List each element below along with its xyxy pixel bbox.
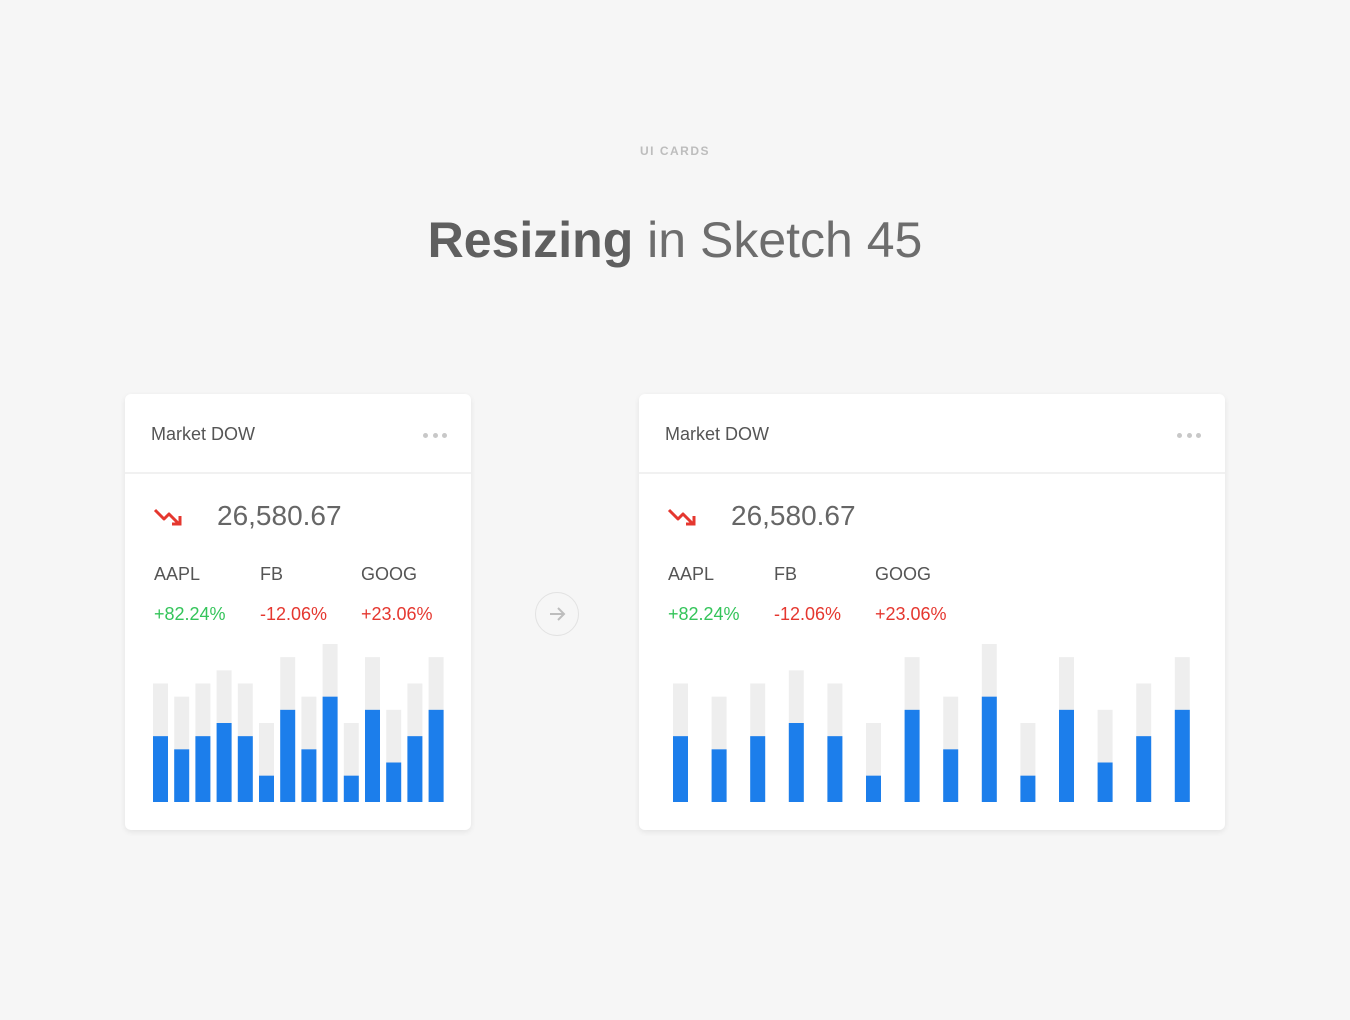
- bar: [943, 749, 959, 802]
- ticker-change: +82.24%: [154, 604, 226, 624]
- market-card-large: Market DOW 26,580.67 AAPL FB GOOG +82.24…: [639, 394, 1225, 830]
- ticker-symbol: AAPL: [668, 564, 715, 584]
- trending-down-icon: [153, 508, 182, 526]
- market-card-small: Market DOW 26,580.67 AAPL FB GOOG +82.24…: [125, 394, 471, 830]
- bar: [301, 749, 317, 802]
- bar: [1020, 775, 1036, 802]
- bar: [322, 696, 338, 802]
- more-horizontal-icon[interactable]: [423, 433, 447, 439]
- bar-chart: [673, 644, 1190, 802]
- more-horizontal-icon[interactable]: [1177, 433, 1201, 439]
- page-title: Resizing in Sketch 45: [0, 210, 1350, 270]
- bar: [237, 736, 253, 802]
- ticker-symbol: AAPL: [154, 564, 201, 584]
- ticker-symbol: FB: [260, 564, 284, 584]
- card-title: Market DOW: [151, 424, 256, 444]
- ticker-change: -12.06%: [260, 604, 328, 624]
- bar: [386, 762, 402, 802]
- bar: [1174, 709, 1190, 802]
- ticker-change: +23.06%: [361, 604, 433, 624]
- bar: [981, 696, 997, 802]
- index-value: 26,580.67: [217, 500, 342, 531]
- title-strong: Resizing: [427, 212, 634, 268]
- bar: [788, 723, 804, 802]
- bar: [1059, 709, 1074, 802]
- bar: [750, 736, 766, 802]
- card-header: Market DOW: [125, 394, 471, 474]
- bar: [195, 736, 211, 802]
- bar-chart: [153, 644, 444, 802]
- arrow-right-icon: [550, 607, 566, 621]
- bar: [904, 709, 920, 802]
- ticker-change: +23.06%: [875, 604, 947, 624]
- bar: [1097, 762, 1113, 802]
- ticker-change: +82.24%: [668, 604, 740, 624]
- ticker-symbol: GOOG: [361, 564, 418, 584]
- arrow-right-button[interactable]: [535, 592, 579, 636]
- bar: [428, 709, 444, 802]
- bar: [866, 775, 881, 802]
- index-value: 26,580.67: [731, 500, 856, 531]
- bar: [673, 736, 688, 802]
- bar: [259, 775, 274, 802]
- bar: [1136, 736, 1152, 802]
- card-title: Market DOW: [665, 424, 770, 444]
- trending-down-icon: [667, 508, 696, 526]
- bar: [174, 749, 190, 802]
- card-header: Market DOW: [639, 394, 1225, 474]
- ticker-symbol: FB: [774, 564, 798, 584]
- bar: [216, 723, 232, 802]
- bar: [280, 709, 296, 802]
- bar: [827, 736, 843, 802]
- bar: [711, 749, 727, 802]
- ticker-change: -12.06%: [774, 604, 842, 624]
- bar: [365, 709, 380, 802]
- eyebrow-label: UI CARDS: [639, 144, 710, 158]
- bar: [153, 736, 168, 802]
- bar: [407, 736, 423, 802]
- bar: [343, 775, 359, 802]
- ticker-symbol: GOOG: [875, 564, 932, 584]
- title-rest: in Sketch 45: [633, 212, 923, 268]
